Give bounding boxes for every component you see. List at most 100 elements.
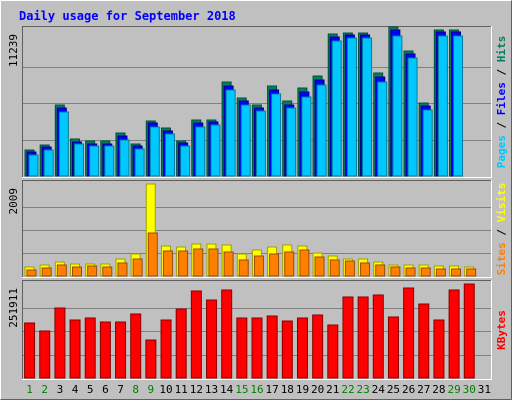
bar-pages-day-25 xyxy=(392,35,403,177)
bar-pages-day-5 xyxy=(89,145,100,177)
bar-sites-day-6 xyxy=(102,266,113,277)
bar-kbytes-day-22 xyxy=(342,296,354,379)
chart-title: Daily usage for September 2018 xyxy=(19,9,236,23)
bar-sites-day-24 xyxy=(375,264,386,277)
bar-sites-day-5 xyxy=(87,265,98,277)
legend-part: Hits xyxy=(495,36,508,63)
bar-kbytes-day-21 xyxy=(327,324,339,379)
bar-pages-day-8 xyxy=(134,148,145,177)
day-label-19: 19 xyxy=(296,383,309,396)
bar-pages-day-27 xyxy=(422,109,433,177)
day-labels: 1 2 3 4 5 6 7 8 9 10 11 12 13 14 15 16 17 18 19 20 21 22 23 24 2… xyxy=(26,383,491,396)
bar-kbytes-day-23 xyxy=(357,296,369,379)
bar-sites-day-14 xyxy=(223,251,234,277)
day-label-22: 22 xyxy=(341,383,354,396)
day-label-18: 18 xyxy=(281,383,294,396)
bar-kbytes-day-30 xyxy=(463,283,475,379)
bar-sites-day-21 xyxy=(329,259,340,277)
bar-pages-day-14 xyxy=(225,89,236,177)
bar-kbytes-day-25 xyxy=(387,316,399,379)
day-label-7: 7 xyxy=(117,383,124,396)
bar-sites-day-4 xyxy=(71,266,82,277)
bar-kbytes-day-20 xyxy=(312,314,324,379)
bar-sites-day-16 xyxy=(253,255,264,277)
day-label-11: 11 xyxy=(175,383,188,396)
bar-kbytes-day-29 xyxy=(448,289,460,379)
bar-sites-day-18 xyxy=(284,251,295,277)
bar-kbytes-day-5 xyxy=(84,317,96,379)
bar-pages-day-2 xyxy=(43,149,54,177)
bar-pages-day-16 xyxy=(255,110,266,177)
bar-pages-day-10 xyxy=(164,133,175,177)
bar-kbytes-day-18 xyxy=(281,320,293,379)
day-label-10: 10 xyxy=(159,383,172,396)
bar-sites-day-12 xyxy=(193,248,204,277)
day-label-3: 3 xyxy=(57,383,64,396)
bar-sites-day-13 xyxy=(208,248,219,277)
bar-pages-day-22 xyxy=(346,37,357,177)
panels-layer: 11239 Pages / Files / Hits 2009 Sites / Vis… xyxy=(7,26,508,380)
panel-legend-label: KBytes xyxy=(495,310,508,350)
bar-sites-day-19 xyxy=(299,249,310,277)
bar-sites-day-29 xyxy=(451,268,462,277)
day-label-25: 25 xyxy=(387,383,400,396)
day-label-6: 6 xyxy=(102,383,109,396)
bar-kbytes-day-7 xyxy=(115,321,127,379)
bar-sites-day-15 xyxy=(238,259,249,277)
bar-kbytes-day-24 xyxy=(372,294,384,379)
bar-pages-day-11 xyxy=(180,145,191,177)
bar-pages-day-15 xyxy=(240,104,251,177)
bar-sites-day-2 xyxy=(41,267,52,277)
legend-part: / xyxy=(495,62,508,82)
bar-sites-day-23 xyxy=(360,262,371,277)
bar-kbytes-day-12 xyxy=(190,290,202,379)
day-label-28: 28 xyxy=(432,383,445,396)
bar-pages-day-28 xyxy=(437,35,448,177)
bar-kbytes-day-10 xyxy=(160,319,172,379)
bar-pages-day-13 xyxy=(210,124,221,177)
legend-part: Sites xyxy=(495,242,508,275)
legend-part: / xyxy=(495,115,508,135)
bar-pages-day-4 xyxy=(73,143,84,177)
bar-sites-day-9 xyxy=(147,232,158,277)
panel-legend-label: Pages / Files / Hits xyxy=(495,36,508,169)
y-max-label: 2009 xyxy=(7,188,20,215)
bar-sites-day-17 xyxy=(269,253,280,277)
bar-pages-day-12 xyxy=(195,126,206,177)
bar-pages-day-6 xyxy=(104,145,115,177)
bar-kbytes-day-13 xyxy=(206,299,218,379)
day-label-5: 5 xyxy=(87,383,94,396)
day-label-31: 31 xyxy=(478,383,491,396)
bar-kbytes-day-28 xyxy=(433,319,445,379)
day-label-13: 13 xyxy=(205,383,218,396)
bar-pages-day-7 xyxy=(119,139,130,177)
bar-pages-day-3 xyxy=(58,111,69,177)
day-label-23: 23 xyxy=(357,383,370,396)
bar-pages-day-19 xyxy=(301,96,312,177)
bar-pages-day-9 xyxy=(149,126,160,177)
bar-sites-day-8 xyxy=(132,258,143,277)
bar-pages-day-20 xyxy=(316,84,327,177)
day-label-30: 30 xyxy=(463,383,476,396)
bar-pages-day-21 xyxy=(331,40,342,177)
bar-sites-day-10 xyxy=(162,250,173,277)
day-label-17: 17 xyxy=(266,383,279,396)
day-label-16: 16 xyxy=(250,383,263,396)
bar-kbytes-day-2 xyxy=(39,330,51,379)
day-label-12: 12 xyxy=(190,383,203,396)
legend-part: KBytes xyxy=(495,310,508,350)
bar-kbytes-day-8 xyxy=(130,313,142,379)
day-label-4: 4 xyxy=(72,383,79,396)
bar-kbytes-day-1 xyxy=(24,322,36,379)
bar-sites-day-26 xyxy=(405,267,416,277)
legend-part: Visits xyxy=(495,183,508,223)
bar-sites-day-7 xyxy=(117,262,128,277)
day-label-2: 2 xyxy=(41,383,48,396)
day-label-9: 9 xyxy=(148,383,155,396)
bar-kbytes-day-27 xyxy=(418,303,430,379)
bar-sites-day-28 xyxy=(435,268,446,277)
day-label-29: 29 xyxy=(447,383,460,396)
bar-pages-day-23 xyxy=(362,37,373,177)
